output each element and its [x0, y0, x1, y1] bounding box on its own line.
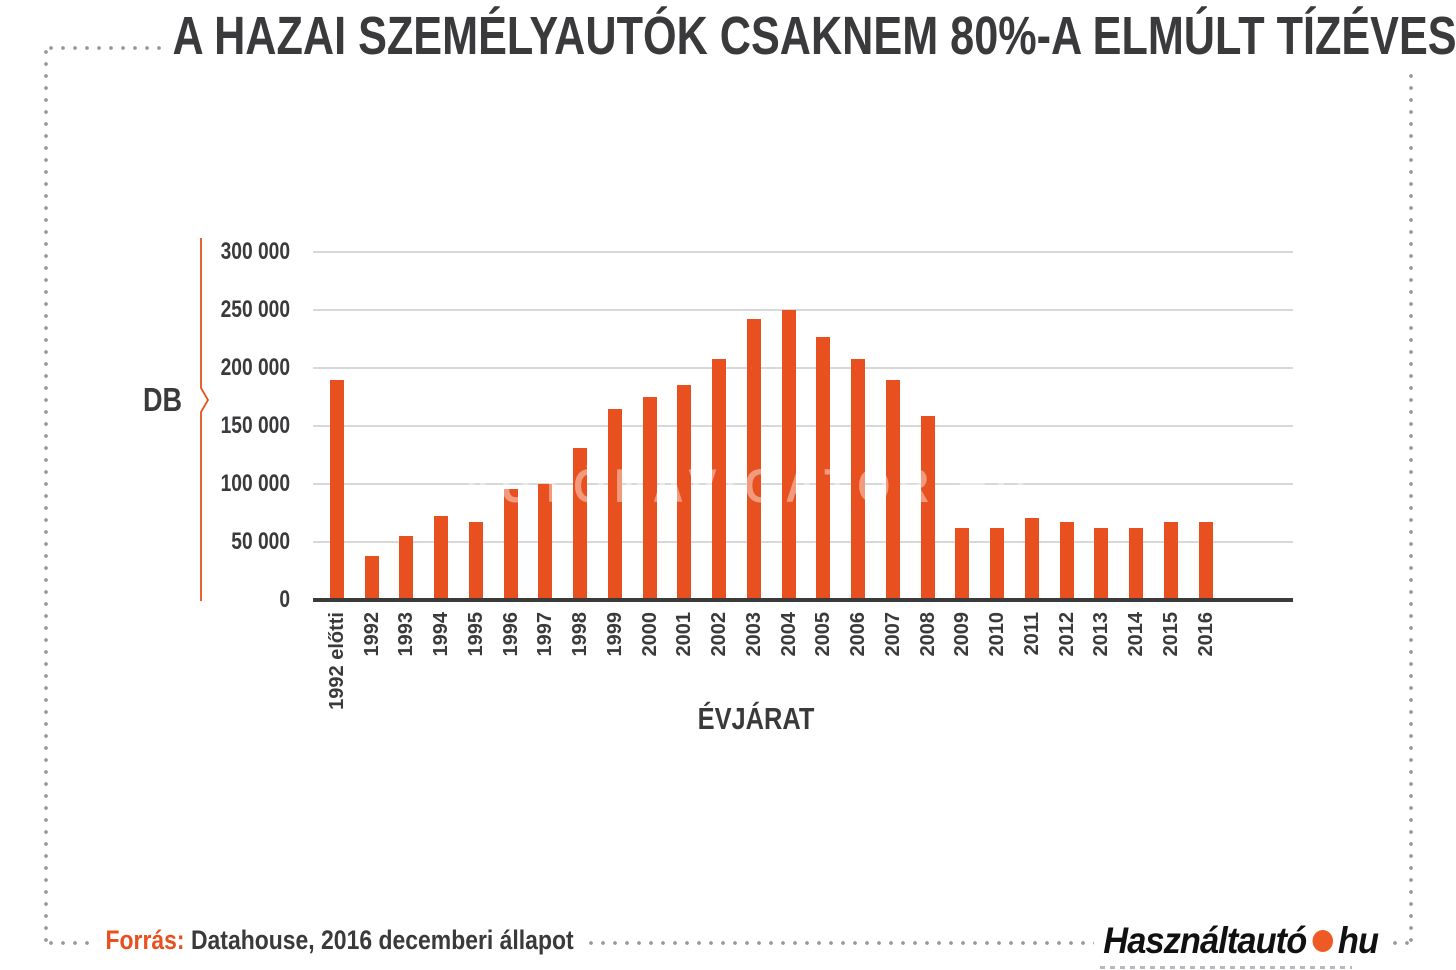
logo-orange-dot-icon [1312, 930, 1334, 952]
bar-2015 [1164, 522, 1178, 600]
bar-2016 [1199, 522, 1213, 600]
gridline [313, 541, 1293, 543]
x-tick-label: 1996 [500, 612, 522, 657]
x-tick-label: 2015 [1160, 612, 1182, 657]
title-wrap: A HAZAI SZEMÉLYAUTÓK CSAKNEM 80%-A ELMÚL… [0, 6, 1456, 66]
y-tick-label: 250 000 [220, 296, 290, 323]
x-tick-label: 2008 [917, 612, 939, 657]
x-tick-label: 2000 [639, 612, 661, 657]
bar-1996 [504, 489, 518, 600]
x-tick-label: 2016 [1195, 612, 1217, 657]
dotted-border-left [44, 46, 48, 945]
x-tick-label: 2002 [708, 612, 730, 657]
x-tick-label: 1998 [569, 612, 591, 657]
y-tick-label: 300 000 [220, 238, 290, 265]
bar-2005 [816, 337, 830, 600]
x-tick-label: 2003 [743, 612, 765, 657]
bar-1992 [365, 556, 379, 600]
source-text: Datahouse, 2016 decemberi állapot [190, 925, 574, 955]
bar-1993 [399, 536, 413, 600]
x-tick-label: 2006 [847, 612, 869, 657]
bar-2010 [990, 528, 1004, 600]
y-axis-brace [200, 238, 210, 601]
bar-2002 [712, 359, 726, 600]
gridline [313, 367, 1293, 369]
bar-1994 [434, 516, 448, 600]
dotted-border-bottom [45, 941, 1413, 945]
x-tick-label: 2013 [1090, 612, 1112, 657]
bar-1995 [469, 522, 483, 600]
logo-dotted-underline [1100, 966, 1352, 969]
bar-1997 [538, 484, 552, 600]
bar-2009 [955, 528, 969, 600]
dotted-border-right [1409, 46, 1413, 945]
x-tick-label: 1999 [604, 612, 626, 657]
source-label: Forrás: [105, 925, 185, 955]
x-tick-label: 2001 [673, 612, 695, 657]
x-tick-label: 2012 [1056, 612, 1078, 657]
x-axis-title: ÉVJÁRAT [697, 701, 815, 736]
source-note: Forrás: Datahouse, 2016 decemberi állapo… [97, 925, 583, 956]
gridline [313, 425, 1293, 427]
bar-2011 [1025, 518, 1039, 600]
x-tick-label: 2014 [1125, 612, 1147, 657]
x-tick-label: 2007 [882, 612, 904, 657]
x-tick-label: 1995 [465, 612, 487, 657]
x-tick-label: 2005 [812, 612, 834, 657]
bar-1999 [608, 409, 622, 600]
bar-2012 [1060, 522, 1074, 600]
gridline [313, 251, 1293, 253]
page-title: A HAZAI SZEMÉLYAUTÓK CSAKNEM 80%-A ELMÚL… [162, 6, 1456, 66]
y-axis-unit-label: DB [143, 381, 183, 418]
gridline [313, 483, 1293, 485]
x-tick-label: 1997 [534, 612, 556, 657]
gridline [313, 309, 1293, 311]
x-tick-label: 2009 [951, 612, 973, 657]
y-tick-label: 50 000 [231, 528, 290, 555]
x-axis-line [313, 598, 1293, 602]
bar-2001 [677, 385, 691, 600]
x-tick-label: 2010 [986, 612, 1008, 657]
bar-2014 [1129, 528, 1143, 600]
x-tick-label: 1993 [395, 612, 417, 657]
bar-1992 előtti [330, 380, 344, 600]
bar-2006 [851, 359, 865, 600]
x-tick-label: 1992 [361, 612, 383, 657]
bar-2008 [921, 416, 935, 600]
bar-1998 [573, 448, 587, 600]
x-tick-label: 1992 előtti [326, 612, 348, 710]
logo-text-1: Használtautó [1103, 920, 1307, 961]
y-tick-label: 100 000 [220, 470, 290, 497]
x-tick-label: 2004 [778, 612, 800, 657]
y-tick-label: 200 000 [220, 354, 290, 381]
hasznaltauto-logo: Használtautó hu [1094, 920, 1388, 965]
x-tick-label: 2011 [1021, 612, 1043, 656]
logo-text-2: hu [1337, 920, 1379, 961]
y-tick-label: 150 000 [220, 412, 290, 439]
bar-2013 [1094, 528, 1108, 600]
watermark: AUTÓNAVIGÁTOR.HU [462, 459, 1035, 512]
bar-2000 [643, 397, 657, 600]
x-tick-label: 1994 [430, 612, 452, 657]
bar-2003 [747, 319, 761, 600]
bar-2007 [886, 380, 900, 600]
bar-2004 [782, 310, 796, 600]
y-tick-label: 0 [279, 586, 290, 613]
